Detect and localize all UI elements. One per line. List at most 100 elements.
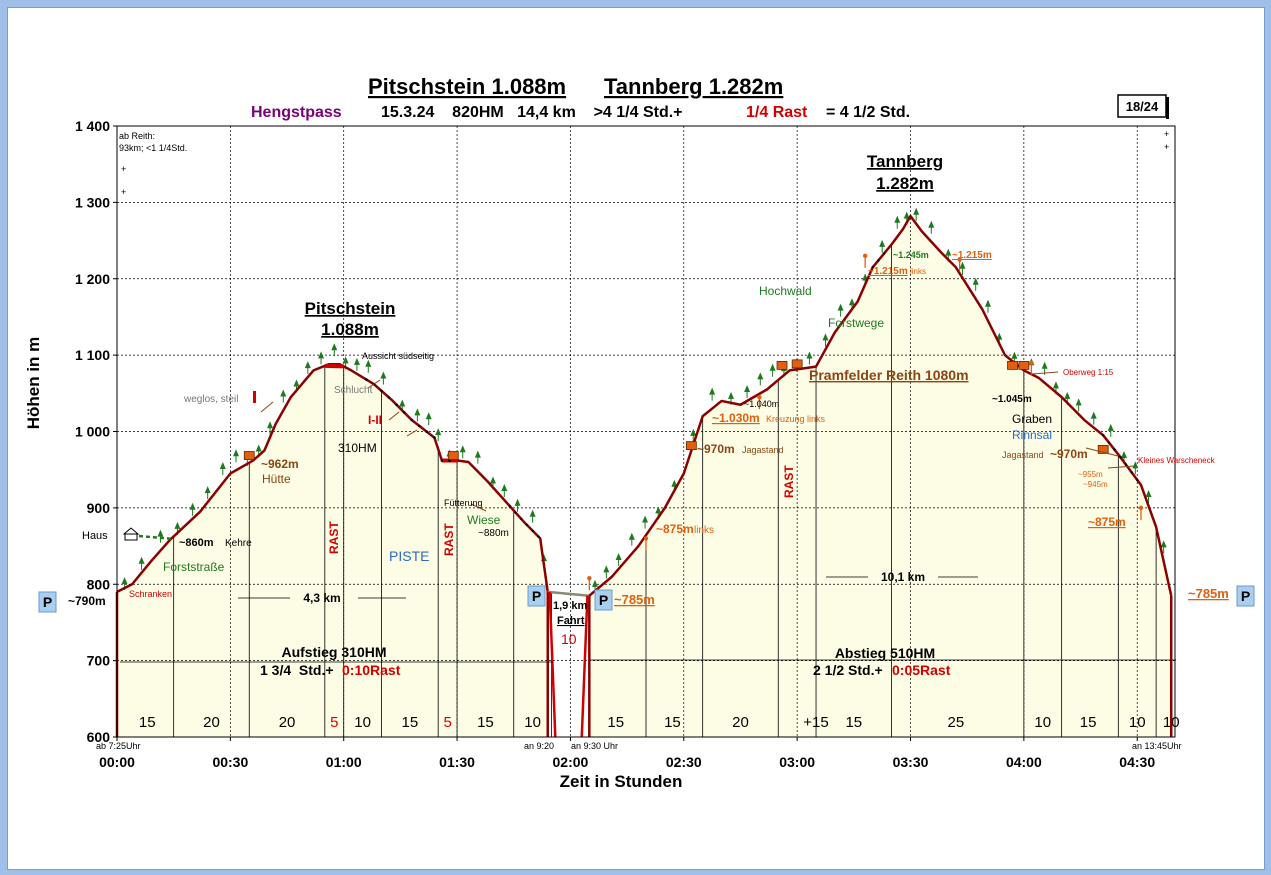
- tree-icon: [894, 215, 901, 223]
- x-axis-label: Zeit in Stunden: [560, 772, 683, 791]
- plus-mark: +: [121, 187, 126, 197]
- tree-icon: [459, 445, 466, 453]
- trail-dot: [402, 411, 406, 414]
- tree-icon: [928, 220, 935, 228]
- piste-label: PISTE: [389, 548, 429, 564]
- fuetterung-label: Fütterung: [444, 498, 483, 508]
- x-tick-label: 04:30: [1119, 754, 1155, 770]
- x-tick-label: 03:30: [893, 754, 929, 770]
- tree-icon: [331, 343, 338, 351]
- trail-dot: [1113, 448, 1116, 451]
- graben-label: Graben: [1012, 412, 1052, 426]
- svg-text:P: P: [43, 594, 52, 610]
- page-badge-shadow: [1166, 97, 1169, 119]
- elevation-875-left: ~875m: [656, 522, 694, 536]
- segment-duration: 10: [1129, 714, 1146, 731]
- elevation-945: ~945m: [1083, 480, 1108, 489]
- haus-label: Haus: [82, 530, 108, 542]
- trail-dot: [1102, 434, 1105, 437]
- segment-duration: 10: [354, 714, 371, 731]
- trail-dot: [417, 424, 421, 428]
- tree-icon: [1132, 461, 1139, 469]
- forststrasse-label: Forststraße: [163, 560, 225, 574]
- segment-duration: 15: [477, 714, 494, 731]
- tree-icon: [642, 515, 649, 523]
- start-elevation: ~790m: [68, 594, 106, 608]
- hut-icon: [1018, 360, 1030, 370]
- oberweg-label: Oberweg 1:15: [1063, 368, 1114, 377]
- tree-icon: [255, 444, 262, 452]
- abstieg-rest: 0:05Rast: [892, 662, 951, 678]
- links-label: links: [694, 525, 714, 536]
- plus-mark: +: [1164, 129, 1169, 139]
- signpost-icon: [643, 536, 649, 541]
- tree-icon: [474, 450, 481, 458]
- fahrt-minutes: 10: [561, 631, 577, 647]
- trail-dot: [1119, 455, 1122, 459]
- elevation-875-right: ~875m: [1088, 515, 1126, 529]
- trail-dot: [514, 511, 517, 514]
- tree-icon: [1011, 351, 1018, 359]
- tree-icon: [903, 211, 910, 219]
- trail-dot: [380, 389, 383, 393]
- difficulty-label: I-II: [368, 413, 382, 427]
- tree-icon: [806, 351, 813, 359]
- svg-text:P: P: [599, 592, 608, 608]
- parking-sign-tannberg: P: [594, 589, 613, 611]
- tree-icon: [380, 371, 387, 379]
- svg-text:P: P: [532, 588, 541, 604]
- y-tick-label: 1 300: [75, 194, 110, 210]
- segment-duration: 5: [330, 714, 338, 731]
- kehre-elevation: ~860m: [179, 537, 214, 549]
- trail-dot: [1124, 463, 1128, 466]
- hut-icon: [243, 451, 255, 460]
- parking-elevation: ~785m: [614, 592, 655, 607]
- tree-icon: [1041, 361, 1048, 369]
- rest-segment: [324, 363, 344, 369]
- tree-icon: [959, 261, 966, 269]
- tree-icon: [690, 428, 697, 436]
- signpost-icon: [957, 257, 962, 262]
- tree-icon: [945, 248, 952, 256]
- trail-dot: [871, 266, 874, 269]
- plus-mark: +: [121, 164, 126, 174]
- tree-icon: [972, 277, 979, 285]
- tree-icon: [728, 391, 735, 399]
- tree-icon: [671, 479, 678, 487]
- tree-icon: [603, 565, 610, 573]
- tree-icon: [189, 502, 196, 510]
- tree-icon: [157, 529, 164, 537]
- trail-dot: [425, 430, 429, 434]
- forstwege-label: Forstwege: [828, 316, 884, 330]
- tree-icon: [591, 579, 598, 587]
- y-axis-label: Höhen in m: [24, 337, 43, 430]
- pointer-arrow: [388, 411, 400, 421]
- tree-icon: [233, 449, 240, 457]
- tree-icon: [342, 356, 349, 364]
- segment-duration: 15: [139, 714, 156, 731]
- tree-icon: [514, 498, 521, 506]
- tree-icon: [1160, 540, 1167, 548]
- subtitle-total: = 4 1/2 Std.: [826, 104, 910, 121]
- trail-dot: [410, 418, 414, 422]
- trail-dot: [1107, 441, 1111, 444]
- hut-icon: [447, 451, 459, 460]
- x-tick-label: 01:30: [439, 754, 475, 770]
- profile-line: [547, 590, 590, 597]
- warscheneck-label: Kleines Warscheneck: [1138, 456, 1216, 465]
- huette-label: Hütte: [262, 472, 291, 486]
- x-tick-label: 00:00: [99, 754, 135, 770]
- tree-icon: [744, 384, 751, 392]
- segment-duration: 20: [203, 714, 220, 731]
- jagastand-elevation: ~970m: [697, 442, 735, 456]
- segment-duration: 15: [401, 714, 418, 731]
- peak-label-elev: 1.088m: [321, 320, 379, 339]
- elevation-1245: ~1.245m: [893, 250, 929, 260]
- aufstieg-summary: Aufstieg 310HM: [281, 644, 386, 660]
- schlucht-label: Schlucht: [334, 385, 373, 396]
- signpost-icon: [1029, 360, 1034, 365]
- peak-label-name: Pitschstein: [305, 299, 396, 318]
- segment-duration: 20: [732, 714, 749, 731]
- tree-icon: [365, 359, 372, 367]
- tree-icon: [757, 372, 764, 380]
